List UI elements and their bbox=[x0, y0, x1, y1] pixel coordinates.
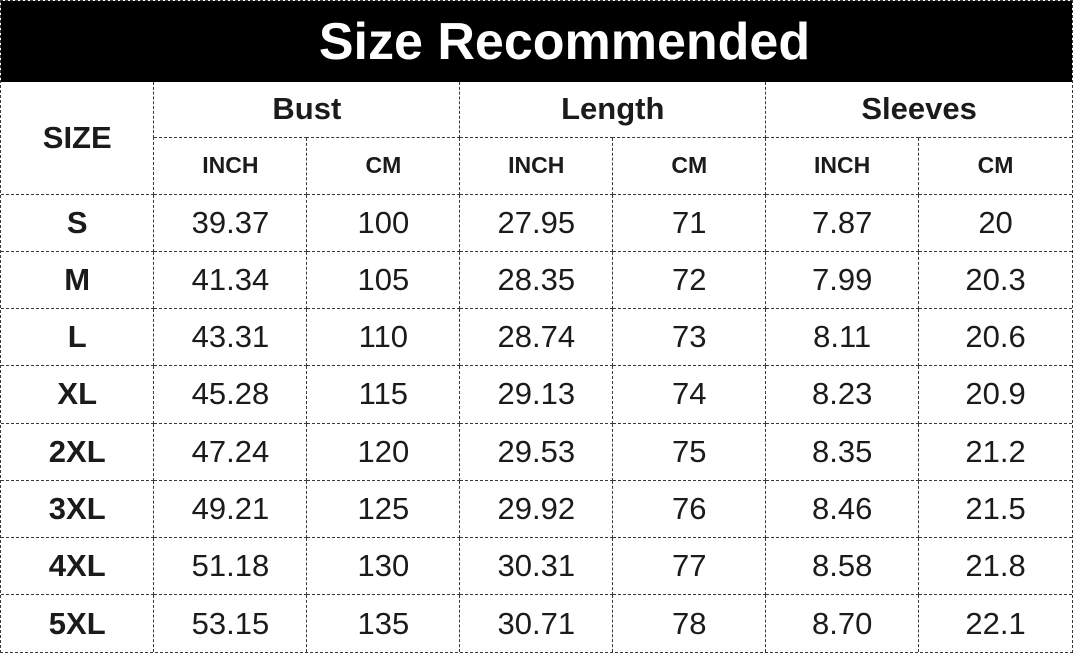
group-header-bust: Bust bbox=[153, 82, 461, 138]
measurement-cell: 21.5 bbox=[918, 479, 1072, 539]
measurement-cell: 20 bbox=[918, 193, 1072, 252]
measurement-cell: 77 bbox=[612, 536, 767, 596]
measurement-cell: 75 bbox=[612, 422, 767, 481]
measurement-cell: 28.74 bbox=[459, 307, 614, 367]
measurement-cell: 28.35 bbox=[459, 250, 614, 310]
measurement-cell: 27.95 bbox=[459, 193, 614, 252]
measurement-cell: 72 bbox=[612, 250, 767, 310]
measurement-cell: 8.11 bbox=[765, 307, 920, 367]
measurement-cell: 100 bbox=[306, 193, 461, 252]
size-label: 5XL bbox=[1, 594, 155, 652]
measurement-cell: 21.8 bbox=[918, 536, 1072, 596]
measurement-cell: 43.31 bbox=[153, 307, 308, 367]
unit-header-sleeves-inch: INCH bbox=[765, 136, 920, 195]
measurement-cell: 8.58 bbox=[765, 536, 920, 596]
measurement-cell: 51.18 bbox=[153, 536, 308, 596]
table-row: M 41.34 105 28.35 72 7.99 20.3 bbox=[1, 250, 1072, 310]
measurement-cell: 71 bbox=[612, 193, 767, 252]
measurement-cell: 130 bbox=[306, 536, 461, 596]
title-bar: Size Recommended bbox=[1, 1, 1072, 82]
size-table: SIZE Bust Length Sleeves INCH CM INCH CM… bbox=[1, 82, 1072, 652]
size-column-header: SIZE bbox=[1, 82, 155, 195]
unit-header-sleeves-cm: CM bbox=[918, 136, 1072, 195]
unit-header-row: INCH CM INCH CM INCH CM bbox=[1, 136, 1072, 195]
measurement-cell: 76 bbox=[612, 479, 767, 539]
measurement-cell: 8.46 bbox=[765, 479, 920, 539]
measurement-cell: 110 bbox=[306, 307, 461, 367]
size-label: S bbox=[1, 193, 155, 252]
measurement-cell: 8.35 bbox=[765, 422, 920, 481]
unit-header-bust-cm: CM bbox=[306, 136, 461, 195]
measurement-cell: 7.99 bbox=[765, 250, 920, 310]
measurement-cell: 115 bbox=[306, 365, 461, 424]
measurement-cell: 8.70 bbox=[765, 594, 920, 652]
measurement-cell: 20.3 bbox=[918, 250, 1072, 310]
table-row: 3XL 49.21 125 29.92 76 8.46 21.5 bbox=[1, 479, 1072, 539]
measurement-cell: 7.87 bbox=[765, 193, 920, 252]
unit-header-length-inch: INCH bbox=[459, 136, 614, 195]
measurement-cell: 125 bbox=[306, 479, 461, 539]
measurement-cell: 22.1 bbox=[918, 594, 1072, 652]
unit-header-bust-inch: INCH bbox=[153, 136, 308, 195]
size-label: L bbox=[1, 307, 155, 367]
measurement-cell: 120 bbox=[306, 422, 461, 481]
group-header-sleeves: Sleeves bbox=[765, 82, 1072, 138]
size-label: 2XL bbox=[1, 422, 155, 481]
page-title: Size Recommended bbox=[318, 12, 811, 71]
measurement-cell: 49.21 bbox=[153, 479, 308, 539]
size-label: 3XL bbox=[1, 479, 155, 539]
measurement-cell: 29.13 bbox=[459, 365, 614, 424]
measurement-cell: 78 bbox=[612, 594, 767, 652]
table-row: XL 45.28 115 29.13 74 8.23 20.9 bbox=[1, 365, 1072, 424]
group-header-row: SIZE Bust Length Sleeves bbox=[1, 82, 1072, 195]
measurement-cell: 30.71 bbox=[459, 594, 614, 652]
table-row: 4XL 51.18 130 30.31 77 8.58 21.8 bbox=[1, 536, 1072, 596]
size-table-body: S 39.37 100 27.95 71 7.87 20 M 41.34 105 28.35 72 7.… bbox=[1, 193, 1072, 652]
measurement-cell: 39.37 bbox=[153, 193, 308, 252]
table-row: 5XL 53.15 135 30.71 78 8.70 22.1 bbox=[1, 594, 1072, 652]
group-header-length: Length bbox=[459, 82, 767, 138]
measurement-cell: 45.28 bbox=[153, 365, 308, 424]
measurement-cell: 29.53 bbox=[459, 422, 614, 481]
measurement-cell: 74 bbox=[612, 365, 767, 424]
measurement-cell: 21.2 bbox=[918, 422, 1072, 481]
measurement-cell: 30.31 bbox=[459, 536, 614, 596]
table-row: S 39.37 100 27.95 71 7.87 20 bbox=[1, 193, 1072, 252]
unit-header-length-cm: CM bbox=[612, 136, 767, 195]
measurement-cell: 8.23 bbox=[765, 365, 920, 424]
table-row: 2XL 47.24 120 29.53 75 8.35 21.2 bbox=[1, 422, 1072, 481]
table-row: L 43.31 110 28.74 73 8.11 20.6 bbox=[1, 307, 1072, 367]
measurement-cell: 105 bbox=[306, 250, 461, 310]
measurement-cell: 73 bbox=[612, 307, 767, 367]
measurement-cell: 20.6 bbox=[918, 307, 1072, 367]
size-label: XL bbox=[1, 365, 155, 424]
measurement-cell: 53.15 bbox=[153, 594, 308, 652]
measurement-cell: 20.9 bbox=[918, 365, 1072, 424]
measurement-cell: 135 bbox=[306, 594, 461, 652]
measurement-cell: 41.34 bbox=[153, 250, 308, 310]
measurement-cell: 29.92 bbox=[459, 479, 614, 539]
size-label: 4XL bbox=[1, 536, 155, 596]
measurement-cell: 47.24 bbox=[153, 422, 308, 481]
size-label: M bbox=[1, 250, 155, 310]
